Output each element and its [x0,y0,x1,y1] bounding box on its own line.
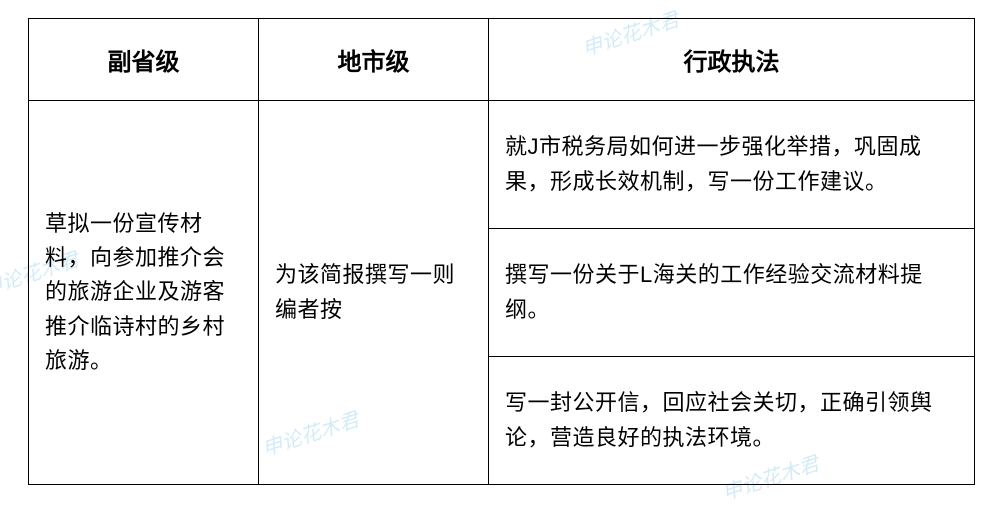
table-header-row: 副省级 地市级 行政执法 [29,19,975,101]
cell-col3-row2: 撰写一份关于L海关的工作经验交流材料提纲。 [489,229,975,357]
header-col1: 副省级 [29,19,259,101]
cell-col2: 为该简报撰写一则编者按 [259,101,489,485]
table-row: 草拟一份宣传材料，向参加推介会的旅游企业及游客推介临诗村的乡村旅游。 为该简报撰… [29,101,975,229]
cell-col1: 草拟一份宣传材料，向参加推介会的旅游企业及游客推介临诗村的乡村旅游。 [29,101,259,485]
cell-col3-row1: 就J市税务局如何进一步强化举措，巩固成果，形成长效机制，写一份工作建议。 [489,101,975,229]
cell-col3-row3: 写一封公开信，回应社会关切，正确引领舆论，营造良好的执法环境。 [489,357,975,485]
header-col2: 地市级 [259,19,489,101]
header-col3: 行政执法 [489,19,975,101]
main-table: 副省级 地市级 行政执法 草拟一份宣传材料，向参加推介会的旅游企业及游客推介临诗… [28,18,975,485]
